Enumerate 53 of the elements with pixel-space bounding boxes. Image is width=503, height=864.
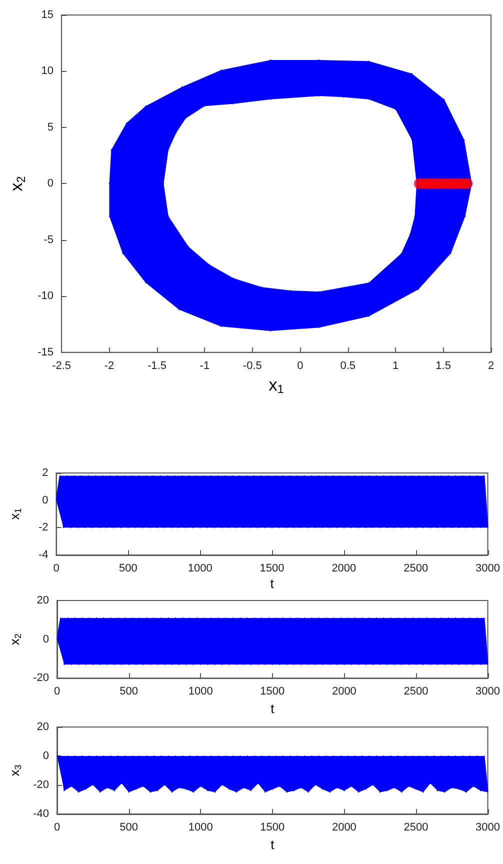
y-tick-label: -4 bbox=[38, 549, 48, 561]
x-tick-label: 2 bbox=[488, 360, 494, 372]
x-tick-label: 2000 bbox=[332, 686, 356, 698]
x-tick-label: -2 bbox=[104, 360, 114, 372]
y-tick-label: -5 bbox=[44, 234, 54, 246]
x-tick-label: 1500 bbox=[260, 686, 285, 698]
x-tick-label: -0.5 bbox=[242, 360, 262, 372]
y-tick-label: 0 bbox=[42, 633, 50, 646]
y-tick-label: 0 bbox=[47, 178, 54, 190]
y-axis-title: x1 bbox=[7, 508, 23, 520]
x-axis-title: t bbox=[270, 701, 275, 716]
y-tick-label: -15 bbox=[38, 346, 54, 358]
y-axis-title: x2 bbox=[7, 176, 28, 192]
y-tick-label: 10 bbox=[41, 65, 54, 78]
x-tick-label: 1000 bbox=[188, 686, 213, 698]
x-axis-title: t bbox=[270, 836, 275, 852]
y-axis-title: x3 bbox=[7, 764, 23, 776]
y-tick-label: -20 bbox=[33, 779, 50, 791]
x-tick-label: 500 bbox=[120, 686, 138, 698]
y-tick-label: -10 bbox=[38, 290, 54, 302]
y-tick-label: 15 bbox=[41, 9, 54, 21]
x-tick-label: 500 bbox=[118, 562, 138, 574]
x-tick-label: 2000 bbox=[332, 562, 356, 574]
x-tick-label: 1 bbox=[392, 360, 399, 372]
x-tick-label: -1.5 bbox=[148, 360, 166, 372]
x-tick-label: 2500 bbox=[404, 686, 428, 698]
x-tick-label: 500 bbox=[120, 822, 138, 834]
x-tick-label: 1.5 bbox=[436, 360, 451, 372]
x-tick-label: 2000 bbox=[332, 822, 356, 834]
y-tick-label: 0 bbox=[42, 494, 48, 506]
y-tick-label: -40 bbox=[33, 808, 50, 820]
x-axis-title: t bbox=[270, 576, 274, 591]
x-tick-label: 1000 bbox=[188, 562, 212, 574]
y-tick-label: 20 bbox=[36, 594, 50, 606]
x-tick-label: 0.5 bbox=[340, 360, 356, 372]
x-tick-label: 0 bbox=[297, 360, 304, 372]
y-tick-label: 5 bbox=[47, 121, 54, 134]
x-tick-label: 1500 bbox=[260, 822, 285, 834]
y-tick-label: 2 bbox=[42, 467, 48, 479]
y-tick-label: -2 bbox=[38, 522, 48, 534]
x-tick-label: 2500 bbox=[404, 822, 428, 834]
y-tick-label: -20 bbox=[33, 672, 50, 684]
x-tick-label: -2.5 bbox=[52, 360, 72, 372]
x-tick-label: 2500 bbox=[404, 562, 428, 574]
y-tick-label: 0 bbox=[42, 750, 50, 762]
x-tick-label: 1500 bbox=[260, 562, 284, 574]
y-axis-title: x2 bbox=[7, 634, 23, 646]
x-tick-label: 3000 bbox=[476, 822, 500, 834]
y-tick-label: 20 bbox=[36, 721, 50, 733]
x-tick-label: 3000 bbox=[476, 686, 500, 698]
x-tick-label: 1000 bbox=[188, 822, 213, 834]
x-tick-label: -1 bbox=[200, 360, 210, 372]
x-tick-label: 3000 bbox=[476, 562, 500, 574]
